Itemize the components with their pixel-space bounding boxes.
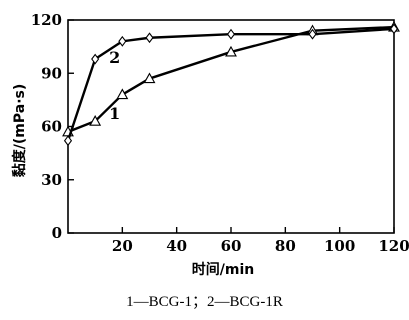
x-tick-label: 80	[275, 237, 296, 255]
y-tick-label: 0	[52, 224, 62, 242]
diamond-marker	[118, 35, 127, 47]
series-2: 2	[63, 23, 399, 147]
x-axis-title: 时间/min	[192, 261, 254, 278]
x-tick-label: 40	[166, 237, 187, 255]
diamond-marker	[145, 32, 154, 44]
y-tick-label: 90	[41, 64, 62, 82]
triangle-marker	[116, 88, 129, 100]
y-tick-label: 60	[41, 118, 62, 136]
diamond-marker	[389, 23, 399, 35]
triangle-marker	[143, 72, 156, 84]
diamond-marker	[63, 135, 73, 147]
x-tick-label: 20	[112, 237, 133, 255]
x-tick-label: 100	[324, 237, 355, 255]
diamond-marker	[91, 53, 100, 65]
y-tick-labels: 0 30 60 90 120	[31, 11, 62, 242]
x-tick-labels: 20 40 60 80 100 120	[112, 237, 409, 255]
series-line-2	[66, 27, 395, 142]
y-axis-title: 黏度/(mPa·s)	[11, 84, 28, 177]
triangle-marker	[89, 115, 102, 126]
chart-caption: 1—BCG-1；2—BCG-1R	[126, 294, 283, 310]
series-label-1: 1	[109, 104, 120, 123]
diamond-marker	[308, 28, 317, 40]
triangle-marker	[225, 45, 237, 57]
series-label-2: 2	[109, 48, 120, 67]
y-tick-label: 30	[41, 171, 62, 189]
diamond-marker	[226, 28, 236, 40]
series-layer: 12	[62, 20, 400, 147]
y-tick-label: 120	[31, 11, 62, 29]
x-tick-label: 120	[378, 237, 409, 255]
x-tick-label: 60	[221, 237, 242, 255]
